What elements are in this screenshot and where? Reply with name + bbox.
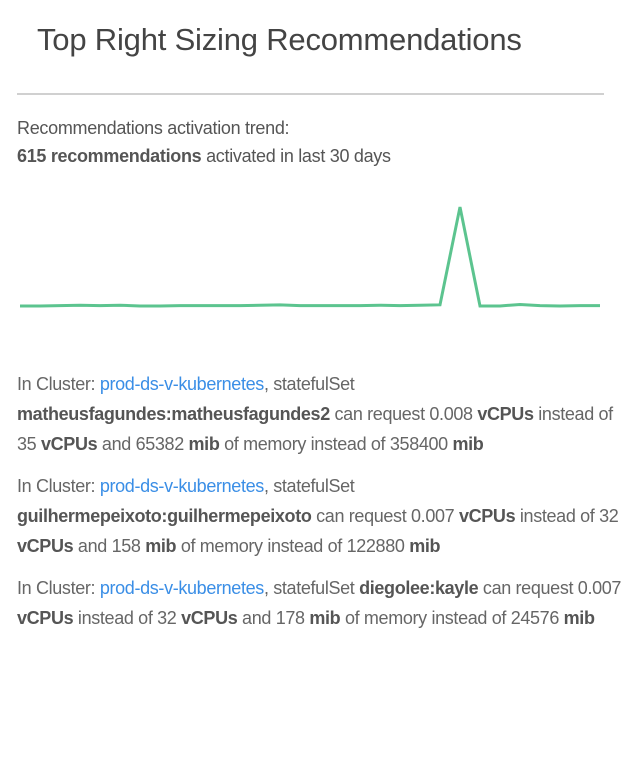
in-cluster-label: In Cluster: <box>17 578 100 598</box>
and-label: and <box>97 434 136 454</box>
cpu-current-value: 35 <box>17 434 37 454</box>
mem-current-value: 24576 <box>510 608 560 628</box>
cluster-link[interactable]: prod-ds-v-kubernetes <box>99 374 264 394</box>
mib-unit: mib <box>145 536 177 556</box>
title-divider <box>17 93 604 95</box>
recommendation-item: In Cluster: prod-ds-v-kubernetes, statef… <box>17 573 632 633</box>
trend-suffix: activated in last 30 days <box>201 146 391 166</box>
memory-instead-of-label: of memory instead of <box>340 608 511 628</box>
instead-of-label: instead of <box>533 404 618 424</box>
mib-unit: mib <box>452 434 484 454</box>
mem-request-value: 158 <box>111 536 141 556</box>
cpu-request-value: 0.008 <box>429 404 473 424</box>
mem-request-value: 65382 <box>135 434 185 454</box>
memory-instead-of-label: of memory instead of <box>219 434 390 454</box>
and-label: and <box>73 536 112 556</box>
cluster-link[interactable]: prod-ds-v-kubernetes <box>99 476 264 496</box>
sparkline-series <box>20 206 600 308</box>
in-cluster-label: In Cluster: <box>17 476 100 496</box>
mem-current-value: 122880 <box>346 536 405 556</box>
widget-title: Top Right Sizing Recommendations <box>37 22 522 57</box>
vcpus-unit: vCPUs <box>181 608 238 628</box>
in-cluster-label: In Cluster: <box>17 374 100 394</box>
mem-request-value: 178 <box>275 608 305 628</box>
can-request-label: can request <box>329 404 430 424</box>
cpu-request-value: 0.007 <box>411 506 455 526</box>
cpu-current-value: 32 <box>157 608 177 628</box>
and-label: and <box>237 608 276 628</box>
cpu-current-value: 32 <box>599 506 619 526</box>
mib-unit: mib <box>188 434 220 454</box>
instead-of-label: instead of <box>515 506 600 526</box>
trend-label: Recommendations activation trend: <box>17 118 290 138</box>
vcpus-unit: vCPUs <box>477 404 534 424</box>
workload-name: diegolee:kayle <box>359 578 479 598</box>
trend-count: 615 recommendations <box>17 146 202 166</box>
recommendation-item: In Cluster: prod-ds-v-kubernetes, statef… <box>17 369 632 459</box>
instead-of-label: instead of <box>73 608 158 628</box>
mib-unit: mib <box>563 608 595 628</box>
cluster-link[interactable]: prod-ds-v-kubernetes <box>99 578 264 598</box>
activation-sparkline <box>20 206 600 308</box>
vcpus-unit: vCPUs <box>458 506 516 526</box>
cpu-request-value: 0.007 <box>577 578 622 598</box>
stateful-set-label: , statefulSet <box>263 476 360 496</box>
mib-unit: mib <box>409 536 441 556</box>
can-request-label: can request <box>311 506 412 526</box>
mib-unit: mib <box>309 608 341 628</box>
mem-current-value: 358400 <box>389 434 448 454</box>
recommendation-item: In Cluster: prod-ds-v-kubernetes, statef… <box>17 471 632 561</box>
vcpus-unit: vCPUs <box>17 536 74 556</box>
workload-name: matheusfagundes:matheusfagundes2 <box>17 404 330 424</box>
stateful-set-label: , statefulSet <box>263 578 360 598</box>
vcpus-unit: vCPUs <box>17 608 74 628</box>
workload-name: guilhermepeixoto:guilhermepeixoto <box>17 506 312 526</box>
recommendation-list: In Cluster: prod-ds-v-kubernetes, statef… <box>17 369 632 645</box>
can-request-label: can request <box>478 578 578 598</box>
vcpus-unit: vCPUs <box>40 434 98 454</box>
activation-trend-summary: Recommendations activation trend: 615 re… <box>17 114 391 170</box>
stateful-set-label: , statefulSet <box>263 374 360 394</box>
memory-instead-of-label: of memory instead of <box>176 536 347 556</box>
